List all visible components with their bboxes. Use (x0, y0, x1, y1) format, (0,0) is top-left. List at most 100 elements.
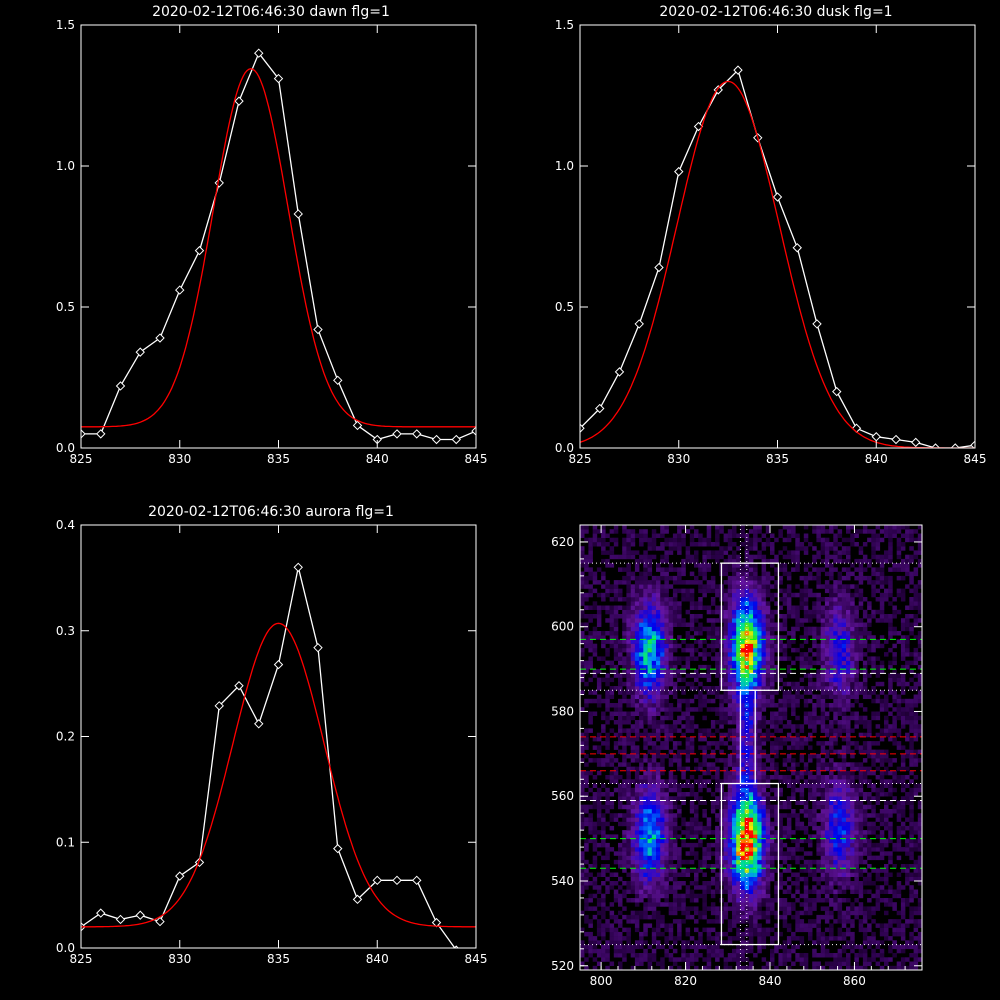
heatmap-cell (668, 944, 674, 950)
heatmap-cell (824, 868, 830, 873)
heatmap-cell (580, 864, 585, 869)
heatmap-cell (824, 817, 830, 822)
heatmap-cell (740, 720, 745, 725)
heatmap-cell (618, 855, 623, 861)
heatmap-cell (584, 635, 589, 640)
heatmap-cell (643, 656, 648, 661)
heatmap-cell (732, 575, 737, 581)
heatmap-cell (816, 741, 821, 746)
heatmap-cell (761, 889, 767, 894)
heatmap-cell (778, 533, 783, 538)
heatmap-cell (727, 694, 733, 699)
heatmap-cell (786, 851, 792, 856)
heatmap-cell (685, 643, 691, 649)
heatmap-cell (656, 677, 661, 683)
heatmap-cell (584, 732, 589, 738)
heatmap-cell (761, 609, 767, 615)
heatmap-cell (816, 961, 821, 966)
heatmap-cell (846, 558, 851, 564)
heatmap-cell (660, 796, 665, 801)
heatmap-cell (770, 703, 775, 708)
heatmap-cell (643, 567, 648, 572)
heatmap-cell (634, 660, 640, 666)
heatmap-cell (824, 694, 830, 699)
heatmap-cell (681, 906, 686, 911)
heatmap-cell (630, 686, 636, 691)
heatmap-cell (622, 635, 627, 640)
heatmap-cell (660, 787, 665, 793)
heatmap-cell (748, 775, 754, 780)
heatmap-cell (681, 868, 686, 873)
heatmap-cell (660, 677, 665, 683)
heatmap-cell (613, 656, 619, 661)
heatmap-cell (677, 720, 682, 725)
heatmap-cell (643, 631, 648, 636)
heatmap-cell (778, 614, 783, 619)
heatmap-cell (727, 707, 733, 712)
heatmap-cell (651, 605, 657, 610)
heatmap-cell (770, 575, 775, 581)
heatmap-cell (643, 770, 648, 776)
heatmap-cell (639, 537, 644, 543)
heatmap-cell (681, 792, 686, 797)
heatmap-cell (727, 529, 733, 534)
heatmap-cell (681, 838, 686, 844)
heatmap-cell (803, 804, 809, 810)
heatmap-cell (660, 584, 665, 589)
heatmap-cell (639, 652, 644, 657)
heatmap-cell (803, 550, 809, 555)
heatmap-cell (664, 834, 669, 839)
heatmap-cell (837, 732, 843, 738)
heatmap-cell (677, 753, 682, 759)
heatmap-cell (719, 732, 724, 738)
heatmap-cell (647, 656, 653, 661)
heatmap-cell (829, 652, 834, 657)
heatmap-cell (761, 800, 767, 805)
heatmap-cell (592, 588, 598, 594)
heatmap-cell (618, 944, 623, 950)
heatmap-cell (664, 745, 669, 750)
heatmap-cell (744, 766, 750, 772)
heatmap-cell (774, 580, 779, 585)
heatmap-cell (808, 614, 813, 619)
heatmap-cell (816, 597, 821, 602)
heatmap-cell (710, 707, 716, 712)
heatmap-cell (740, 631, 745, 636)
heatmap-cell (677, 580, 682, 585)
heatmap-cell (761, 584, 767, 589)
heatmap-cell (850, 813, 855, 818)
heatmap-cell (651, 927, 657, 933)
heatmap-cell (643, 614, 648, 619)
heatmap-cell (803, 889, 809, 894)
heatmap-cell (816, 677, 821, 683)
heatmap-cell (833, 775, 838, 780)
heatmap-cell (765, 660, 771, 666)
heatmap-cell (647, 741, 653, 746)
heatmap-cell (580, 550, 585, 555)
heatmap-cell (748, 715, 754, 721)
heatmap-cell (786, 732, 792, 738)
heatmap-cell (706, 567, 712, 572)
heatmap-cell (609, 834, 615, 839)
heatmap-cell (765, 694, 771, 699)
heatmap-cell (639, 859, 644, 865)
heatmap-cell (744, 626, 750, 632)
heatmap-cell (723, 906, 729, 911)
heatmap-cell (689, 533, 695, 538)
heatmap-cell (588, 660, 593, 666)
heatmap-cell (841, 830, 847, 835)
heatmap-cell (656, 817, 661, 822)
heatmap-cell (630, 847, 636, 852)
heatmap-cell (639, 779, 644, 784)
heatmap-cell (660, 698, 665, 704)
heatmap-cell (706, 618, 712, 623)
heatmap-cell (596, 736, 602, 742)
heatmap-cell (732, 588, 737, 594)
heatmap-cell (727, 686, 733, 691)
heatmap-cell (639, 592, 644, 598)
heatmap-cell (736, 669, 741, 674)
heatmap-cell (613, 944, 619, 950)
heatmap-cell (588, 893, 593, 899)
heatmap-cell (799, 876, 805, 882)
heatmap-cell (710, 732, 716, 738)
